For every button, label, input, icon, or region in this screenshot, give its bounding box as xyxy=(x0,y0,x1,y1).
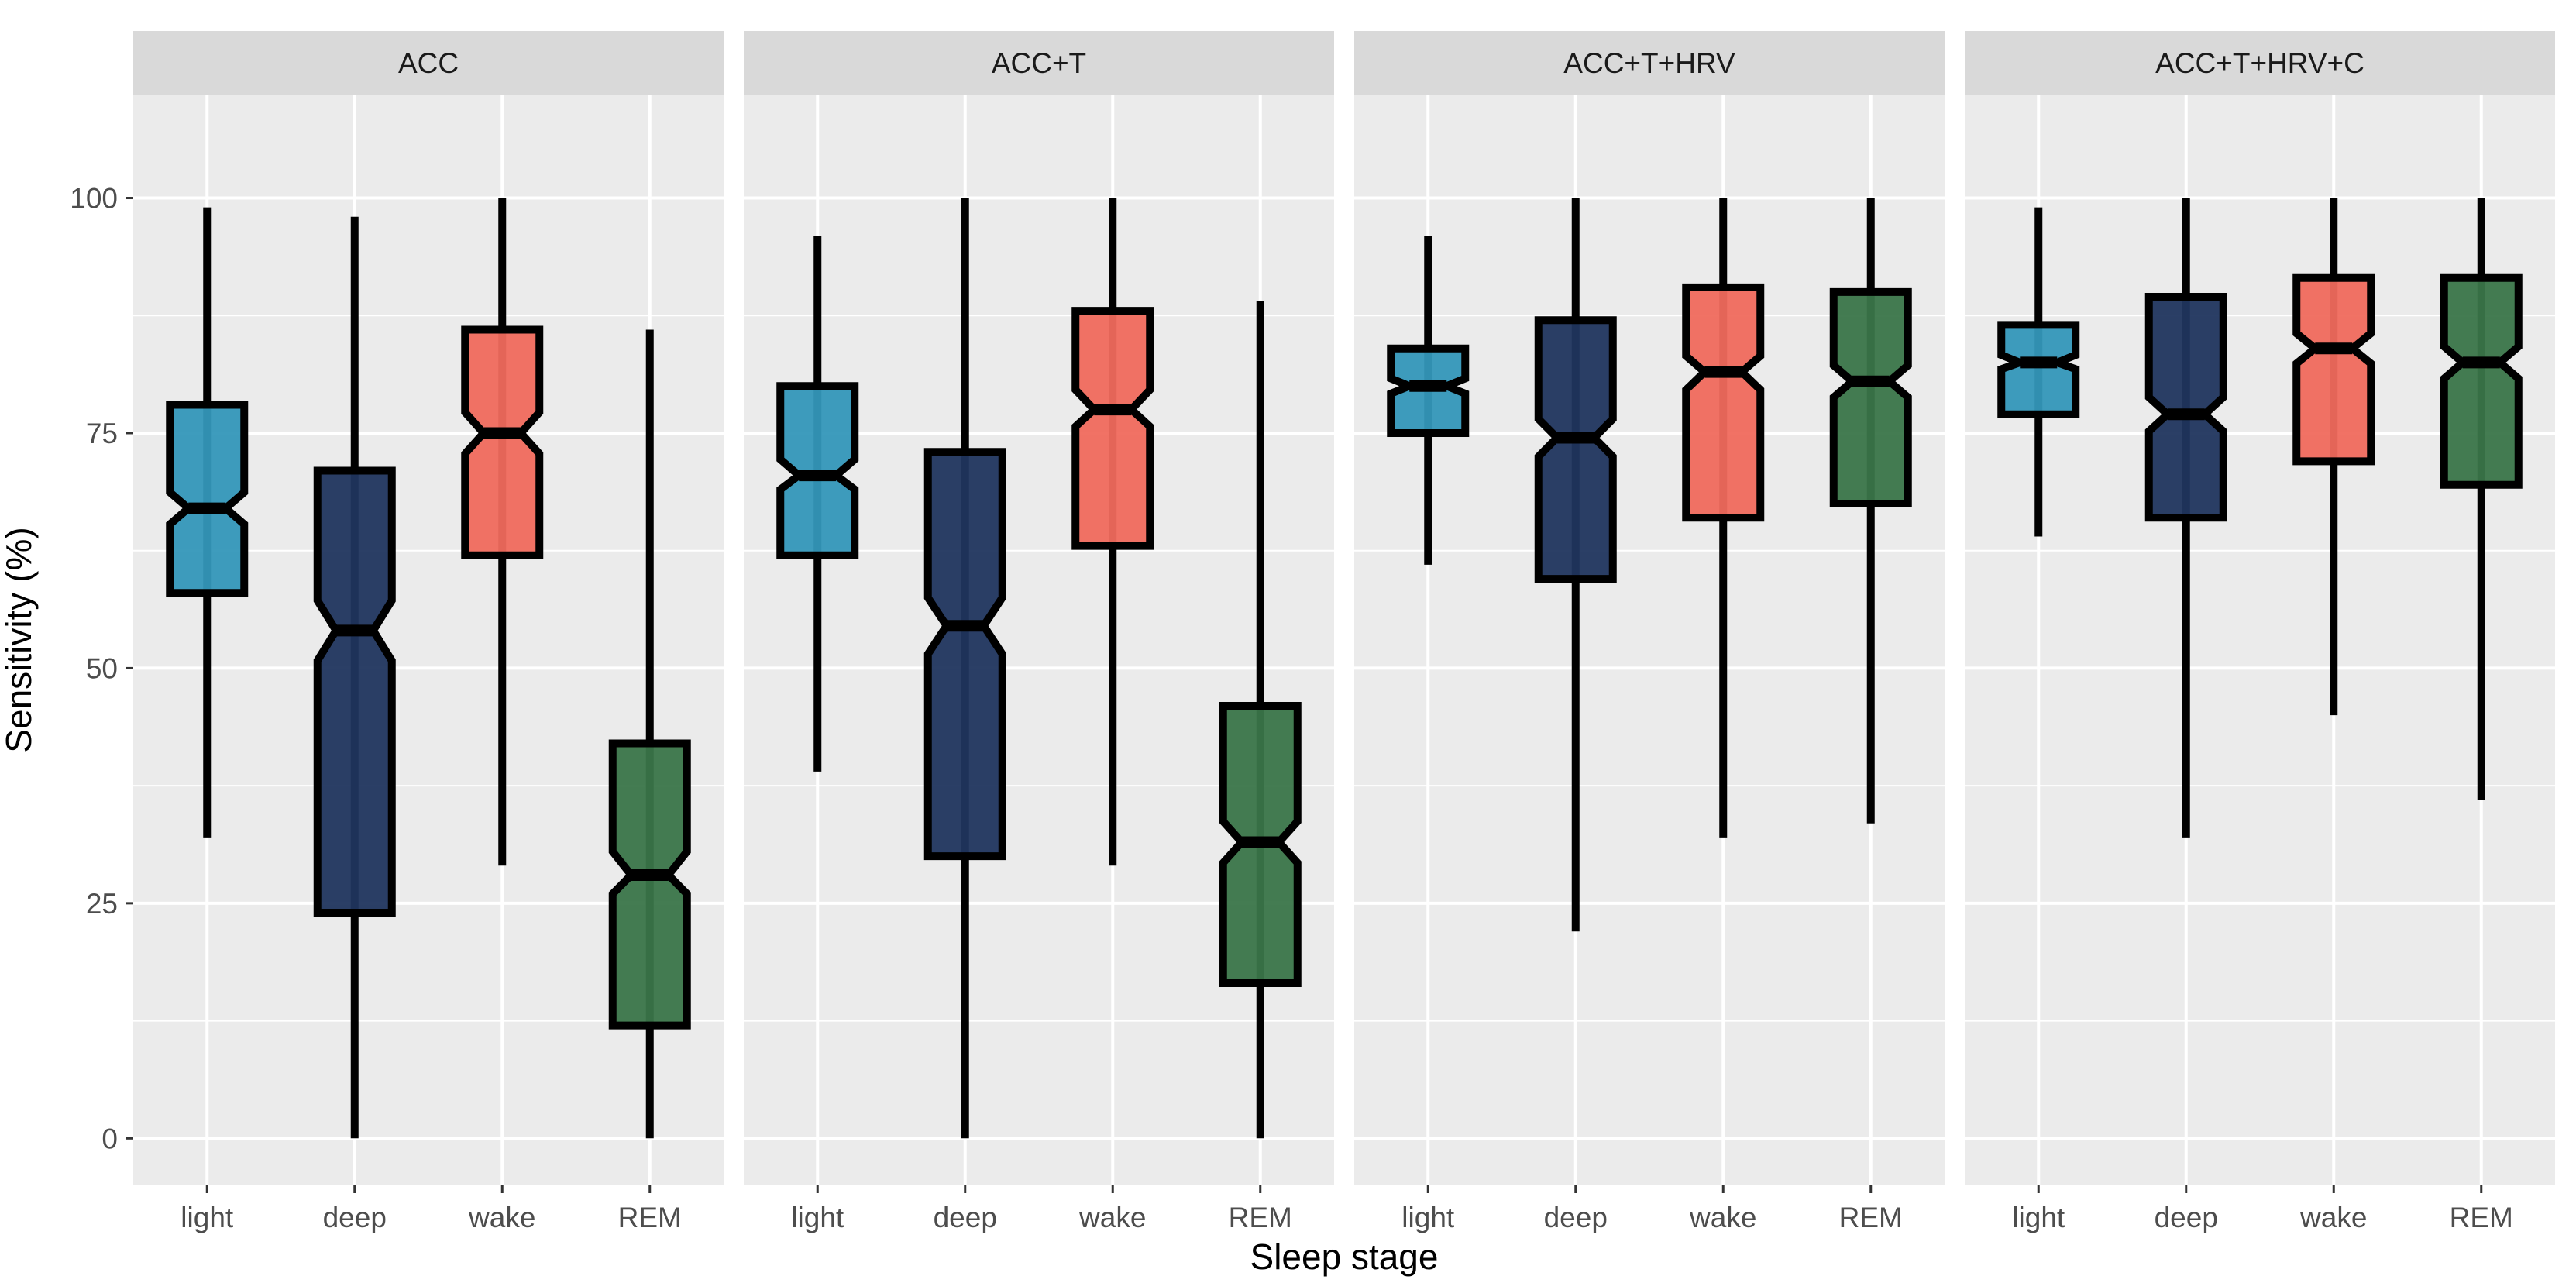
x-tick-label: light xyxy=(1401,1202,1455,1233)
facet-strip xyxy=(1354,31,1945,95)
x-tick-label: light xyxy=(791,1202,844,1233)
facet-panel-3: ACC+T+HRV light deep wake REM xyxy=(1354,31,1945,1233)
facet-strip-label: ACC xyxy=(398,47,459,79)
y-tick-label: 50 xyxy=(86,652,118,684)
box-wake xyxy=(1682,283,1765,522)
y-axis-title: Sensitivity (%) xyxy=(0,527,39,752)
panel-background xyxy=(1965,95,2555,1185)
y-tick-label: 0 xyxy=(101,1123,118,1154)
box-REM xyxy=(2440,273,2523,489)
facet-panels: ACC light deep wake REM ACC+T light deep wake REM… xyxy=(133,31,2555,1233)
x-tick-label: REM xyxy=(1839,1202,1903,1233)
y-tick-label: 25 xyxy=(86,888,118,920)
y-axis: 0 25 50 75 100 xyxy=(70,183,133,1154)
x-tick-label: REM xyxy=(618,1202,682,1233)
box-REM xyxy=(608,739,691,1030)
facet-panel-1: ACC light deep wake REM xyxy=(133,31,724,1233)
x-tick-label: light xyxy=(2012,1202,2065,1233)
box-deep xyxy=(313,466,396,917)
y-tick-label: 100 xyxy=(70,183,118,215)
box-wake xyxy=(1071,307,1154,550)
panel-background xyxy=(744,95,1334,1185)
facet-strip-label: ACC+T+HRV+C xyxy=(2155,47,2364,79)
panel-background xyxy=(1354,95,1945,1185)
x-tick-label: REM xyxy=(1229,1202,1292,1233)
x-tick-label: deep xyxy=(2155,1202,2218,1233)
x-axis-title: Sleep stage xyxy=(1250,1237,1439,1277)
facet-strip xyxy=(744,31,1334,95)
y-tick-label: 75 xyxy=(86,418,118,449)
box-wake xyxy=(461,325,544,559)
x-tick-label: light xyxy=(181,1202,234,1233)
facet-strip-label: ACC+T+HRV xyxy=(1563,47,1735,79)
box-REM xyxy=(1829,287,1912,507)
x-tick-label: REM xyxy=(2450,1202,2513,1233)
box-deep xyxy=(923,448,1006,861)
facet-panel-2: ACC+T light deep wake REM xyxy=(744,31,1334,1233)
x-tick-label: wake xyxy=(1689,1202,1756,1233)
box-light xyxy=(1997,321,2080,418)
facet-panel-4: ACC+T+HRV+C light deep wake REM xyxy=(1965,31,2555,1233)
x-tick-label: deep xyxy=(323,1202,387,1233)
box-wake xyxy=(2292,273,2375,466)
x-tick-label: deep xyxy=(1544,1202,1608,1233)
facet-strip xyxy=(1965,31,2555,95)
x-tick-label: deep xyxy=(934,1202,997,1233)
x-tick-label: wake xyxy=(468,1202,535,1233)
facet-strip xyxy=(133,31,724,95)
box-deep xyxy=(2144,292,2227,522)
box-deep xyxy=(1534,316,1617,583)
x-tick-label: wake xyxy=(2299,1202,2367,1233)
box-light xyxy=(166,401,249,597)
x-tick-label: wake xyxy=(1078,1202,1146,1233)
facet-strip-label: ACC+T xyxy=(992,47,1086,79)
